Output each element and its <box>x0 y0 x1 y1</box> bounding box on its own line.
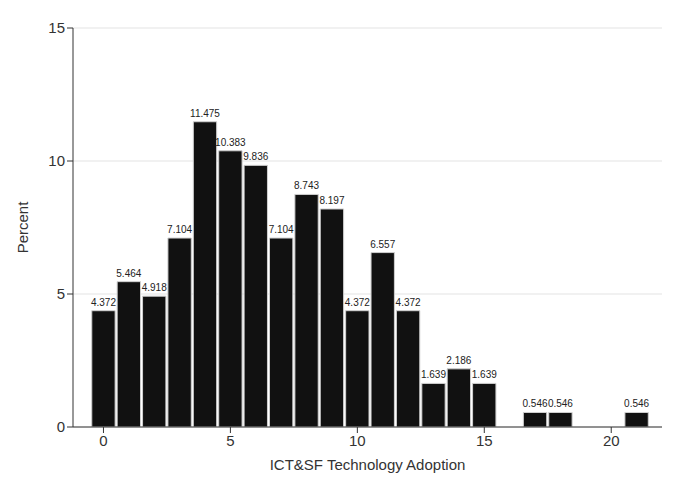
svg-text:Percent: Percent <box>14 201 31 254</box>
svg-text:4.372: 4.372 <box>396 297 421 308</box>
svg-text:7.104: 7.104 <box>167 224 192 235</box>
svg-text:4.918: 4.918 <box>142 282 167 293</box>
svg-text:1.639: 1.639 <box>472 369 497 380</box>
svg-text:1.639: 1.639 <box>421 369 446 380</box>
svg-text:0.546: 0.546 <box>548 398 573 409</box>
svg-text:5: 5 <box>226 432 234 449</box>
svg-text:0.546: 0.546 <box>624 398 649 409</box>
svg-text:0.546: 0.546 <box>523 398 548 409</box>
svg-text:10: 10 <box>349 432 366 449</box>
svg-text:15: 15 <box>476 432 493 449</box>
svg-text:20: 20 <box>603 432 620 449</box>
svg-text:8.743: 8.743 <box>294 180 319 191</box>
svg-text:ICT&SF Technology Adoption: ICT&SF Technology Adoption <box>270 456 466 473</box>
svg-text:2.186: 2.186 <box>446 355 471 366</box>
svg-text:10: 10 <box>48 152 65 169</box>
svg-text:0: 0 <box>57 418 65 435</box>
svg-text:5.464: 5.464 <box>116 268 141 279</box>
svg-text:0: 0 <box>99 432 107 449</box>
svg-text:6.557: 6.557 <box>370 239 395 250</box>
svg-text:4.372: 4.372 <box>91 297 116 308</box>
svg-text:9.836: 9.836 <box>243 151 268 162</box>
svg-text:15: 15 <box>48 19 65 36</box>
svg-text:4.372: 4.372 <box>345 297 370 308</box>
svg-text:10.383: 10.383 <box>215 137 246 148</box>
svg-text:8.197: 8.197 <box>319 195 344 206</box>
svg-text:7.104: 7.104 <box>269 224 294 235</box>
svg-text:11.475: 11.475 <box>190 108 220 119</box>
svg-text:5: 5 <box>57 285 65 302</box>
